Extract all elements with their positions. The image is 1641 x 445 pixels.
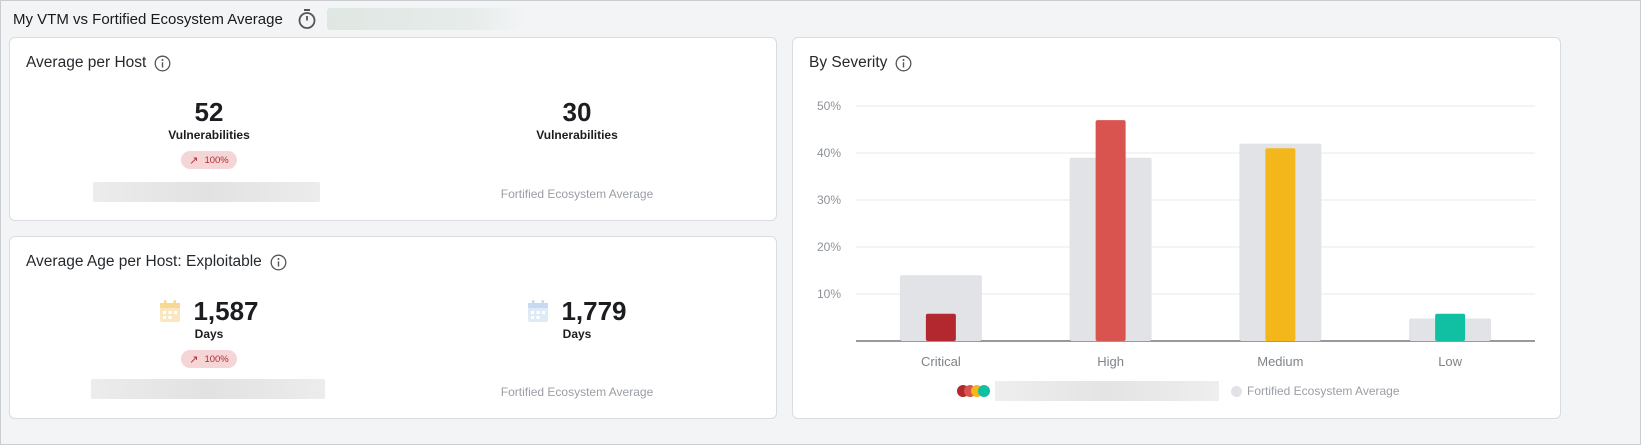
my-vulnerabilities-stat: 52 Vulnerabilities ↗ 100% xyxy=(89,98,329,169)
card-title-text: By Severity xyxy=(809,54,888,71)
section-header: My VTM vs Fortified Ecosystem Average xyxy=(13,7,527,31)
ecosystem-vulnerabilities-stat: 30 Vulnerabilities xyxy=(457,98,697,142)
card-title-text: Average per Host xyxy=(26,54,147,71)
trend-up-icon: ↗ xyxy=(189,154,199,167)
delta-value: 100% xyxy=(204,353,229,365)
redacted-legend-label xyxy=(995,381,1219,401)
ecosystem-label: Fortified Ecosystem Average xyxy=(500,385,654,399)
ecosystem-age-row: 1,779 xyxy=(457,297,697,325)
avg-per-host-card: Average per Host 52 Vulnerabilities ↗ 10… xyxy=(9,37,777,221)
card-title: Average Age per Host: Exploitable xyxy=(26,253,287,271)
ecosystem-age-stat: 1,779 Days xyxy=(457,297,697,341)
stopwatch-icon[interactable] xyxy=(297,8,317,30)
ecosystem-age-unit: Days xyxy=(562,327,592,341)
delta-value: 100% xyxy=(204,154,229,166)
legend-dot-ecosystem xyxy=(1231,385,1242,397)
calendar-icon xyxy=(159,299,181,323)
calendar-icon xyxy=(527,299,549,323)
my-series-legend-dots xyxy=(957,384,993,398)
ecosystem-vulnerabilities-unit: Vulnerabilities xyxy=(536,128,618,142)
my-age-value: 1,587 xyxy=(193,296,259,326)
ecosystem-age-value: 1,779 xyxy=(561,296,627,326)
card-title: Average per Host xyxy=(26,54,171,72)
legend-dot-low xyxy=(978,385,990,397)
delta-badge: ↗ 100% xyxy=(181,350,237,368)
info-icon[interactable] xyxy=(270,254,287,271)
trend-up-icon: ↗ xyxy=(189,353,199,366)
my-vulnerabilities-value: 52 xyxy=(194,97,224,127)
redacted-info xyxy=(326,8,527,30)
by-severity-card: By Severity xyxy=(792,37,1561,419)
chart-legend: Fortified Ecosystem Average xyxy=(957,381,1400,401)
redacted-label xyxy=(91,379,325,399)
info-icon[interactable] xyxy=(154,55,171,72)
info-icon[interactable] xyxy=(895,55,912,72)
my-age-unit: Days xyxy=(194,327,224,341)
avg-age-card: Average Age per Host: Exploitable xyxy=(9,236,777,419)
my-age-stat: 1,587 Days ↗ 100% xyxy=(89,297,329,368)
section-title: My VTM vs Fortified Ecosystem Average xyxy=(13,10,283,28)
delta-badge: ↗ 100% xyxy=(181,151,237,169)
my-age-row: 1,587 xyxy=(89,297,329,325)
legend-ecosystem-label[interactable]: Fortified Ecosystem Average xyxy=(1247,384,1400,398)
ecosystem-vulnerabilities-value: 30 xyxy=(562,97,592,127)
my-vulnerabilities-unit: Vulnerabilities xyxy=(168,128,250,142)
ecosystem-label: Fortified Ecosystem Average xyxy=(500,187,654,201)
card-title: By Severity xyxy=(809,54,912,72)
card-title-text: Average Age per Host: Exploitable xyxy=(26,253,262,270)
redacted-label xyxy=(93,182,320,202)
